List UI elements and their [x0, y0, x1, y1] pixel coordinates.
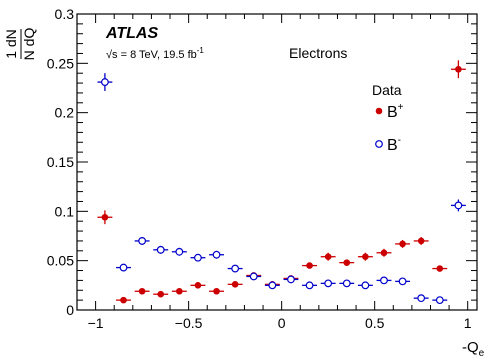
data-point: [101, 213, 109, 221]
data-point: [361, 281, 370, 290]
data-point: [380, 276, 388, 285]
legend-label-superscript: +: [398, 102, 404, 113]
y-tick-label: 0.2: [55, 105, 75, 121]
series-b-plus: [97, 60, 466, 304]
data-point: [343, 259, 351, 266]
data-point: [306, 262, 313, 269]
legend-label: B+: [387, 102, 404, 121]
data-point: [399, 240, 406, 248]
data-point: [398, 277, 407, 286]
data-point: [436, 265, 444, 272]
data-point: [268, 281, 277, 290]
data-point: [176, 287, 183, 295]
data-point: [212, 250, 221, 259]
y-tick-label: 0.25: [47, 55, 74, 71]
data-point: [305, 281, 314, 290]
legend-marker: [375, 107, 383, 115]
legend-label-main: B: [387, 137, 398, 154]
data-point: [231, 264, 240, 273]
data-point: [194, 282, 202, 289]
x-tick-label: −1: [88, 315, 104, 331]
y-axis-label-numerator: 1 dN: [3, 29, 19, 59]
data-point: [101, 78, 109, 86]
data-point: [249, 272, 258, 281]
data-point: [380, 249, 388, 257]
series-b-minus: [97, 73, 466, 305]
x-tick-label: 1: [464, 315, 472, 331]
data-point: [455, 65, 462, 73]
legend: Data B+B-: [372, 82, 404, 154]
data-point: [417, 237, 425, 245]
data-point: [435, 296, 444, 305]
y-tick-label: 0: [66, 302, 74, 318]
x-axis-label: -Qe: [462, 339, 485, 356]
data-point: [324, 253, 332, 261]
y-tick-label: 0.3: [55, 6, 75, 22]
data-point: [138, 287, 146, 295]
x-axis-label-subscript: e: [479, 348, 485, 356]
data-point: [454, 201, 463, 210]
x-axis-label-main: -Q: [462, 339, 479, 356]
legend-label-superscript: -: [398, 135, 401, 146]
legend-label: B-: [387, 135, 401, 154]
y-tick-label: 0.15: [47, 154, 74, 170]
data-point: [417, 294, 426, 303]
x-tick-label: −0.5: [175, 315, 203, 331]
y-tick-label: 0.1: [55, 203, 75, 219]
x-tick-label: 0: [278, 315, 286, 331]
legend-marker: [375, 140, 383, 148]
data-point: [175, 247, 184, 256]
experiment-label: ATLAS: [105, 25, 158, 42]
data-point: [287, 275, 295, 284]
data-point: [342, 279, 351, 288]
energy-label: √s = 8 TeV, 19.5 fb-1: [106, 46, 204, 61]
data-point: [156, 245, 165, 254]
y-axis-label-denominator: N dQ: [21, 28, 37, 61]
legend-label-main: B: [387, 104, 398, 121]
data-point: [138, 237, 147, 245]
y-tick-label: 0.05: [47, 253, 74, 269]
data-point: [324, 279, 333, 288]
energy-label-superscript: -1: [197, 46, 205, 55]
energy-label-main: √s = 8 TeV, 19.5 fb: [106, 49, 197, 61]
x-tick-label: 0.5: [365, 315, 385, 331]
data-point: [119, 263, 128, 272]
data-point: [213, 287, 220, 295]
data-point: [231, 281, 239, 288]
channel-label: Electrons: [289, 45, 347, 61]
y-axis-label: 1 dN N dQ: [3, 28, 37, 61]
legend-title: Data: [372, 82, 402, 98]
data-point: [157, 290, 165, 298]
data-point: [120, 296, 127, 304]
data-point: [194, 253, 202, 262]
data-point: [362, 253, 369, 261]
